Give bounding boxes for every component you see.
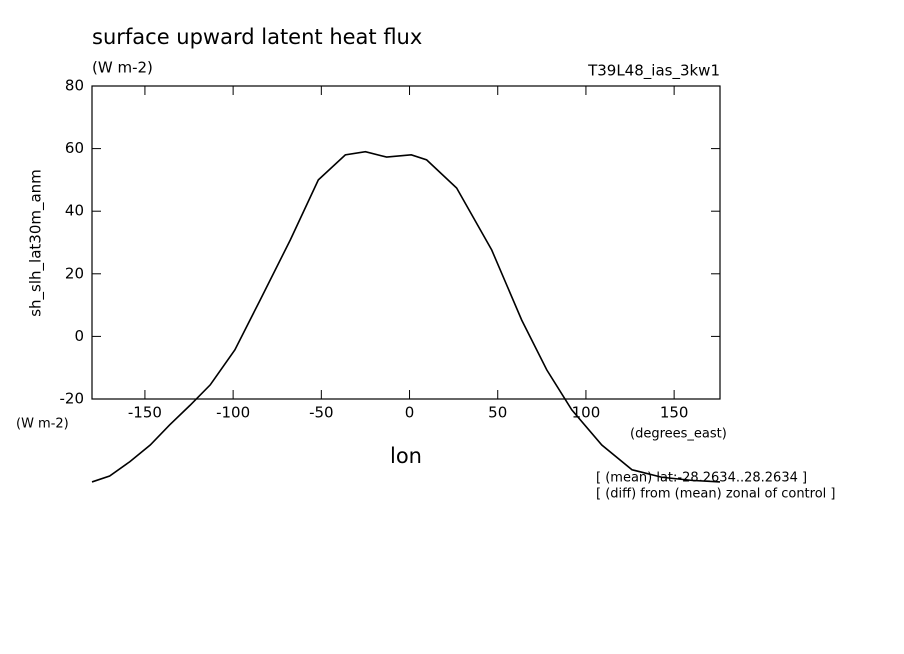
x-axis-label: lon	[390, 444, 422, 468]
x-tick-label: 100	[572, 404, 601, 422]
x-tick-label: 150	[660, 404, 689, 422]
y-tick-label: -20	[60, 390, 85, 408]
y-tick-label: 60	[65, 139, 84, 157]
y-tick-label: 40	[65, 202, 84, 220]
y-tick-label: 0	[74, 327, 84, 345]
x-tick-label: -50	[309, 404, 334, 422]
x-tick-label: -100	[216, 404, 250, 422]
note: [ (mean) lat:-28.2634..28.2634 ]	[596, 471, 807, 486]
y-tick-label: 80	[65, 77, 84, 95]
x-units: (degrees_east)	[630, 427, 727, 442]
chart-title: surface upward latent heat flux	[92, 25, 422, 49]
x-tick-label: 0	[405, 404, 415, 422]
x-tick-label: 50	[488, 404, 507, 422]
run-label: T39L48_ias_3kw1	[587, 62, 720, 81]
y-tick-label: 20	[65, 264, 84, 282]
y-axis-label: sh_slh_lat30m_anm	[27, 169, 46, 317]
x-tick-label: -150	[128, 404, 162, 422]
subtitle: (W m-2)	[92, 59, 153, 77]
line-series	[91, 150, 721, 483]
plot-frame	[91, 85, 721, 400]
y-units: (W m-2)	[16, 417, 69, 432]
note: [ (diff) from (mean) zonal of control ]	[596, 487, 835, 502]
